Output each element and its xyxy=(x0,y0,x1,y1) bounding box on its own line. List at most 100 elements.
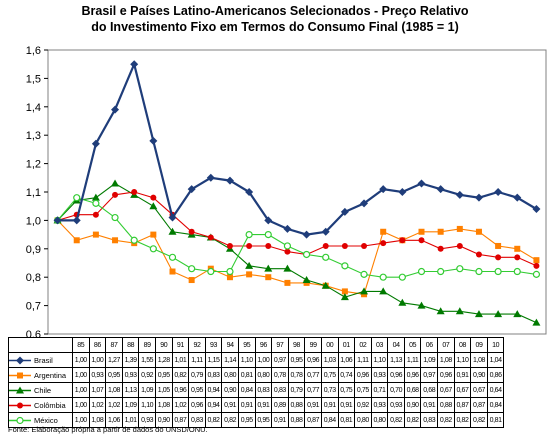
year-cell: 88 xyxy=(121,337,140,353)
data-point xyxy=(513,310,522,318)
data-point xyxy=(360,199,369,208)
value-cell: 1,10 xyxy=(370,352,389,368)
table-row: Brasil 1,00 1,00 1,27 1,39 1,55 1,28 1,01 1,11 1,… xyxy=(8,352,505,368)
value-cell: 0,90 xyxy=(221,382,239,398)
value-cell: 0,90 xyxy=(470,367,488,383)
value-cell: 0,67 xyxy=(453,382,472,398)
year-cell: 01 xyxy=(337,337,356,353)
value-cell: 1,15 xyxy=(204,352,223,368)
data-point xyxy=(437,245,444,252)
value-cell: 0,96 xyxy=(403,367,422,383)
data-point xyxy=(284,248,291,255)
year-cell: 96 xyxy=(254,337,273,353)
value-cell: 0,82 xyxy=(221,412,239,428)
value-cell: 1,04 xyxy=(486,352,505,368)
value-cell: 0,79 xyxy=(287,382,306,398)
data-point xyxy=(169,268,176,275)
legend-label: México xyxy=(34,415,58,425)
data-point xyxy=(206,173,215,182)
source-note: Fonte: Elaboração própria a partir de da… xyxy=(8,425,208,434)
data-point xyxy=(207,234,214,241)
series-méxico xyxy=(53,194,541,281)
year-cell: 99 xyxy=(304,337,322,353)
data-point xyxy=(73,237,80,244)
corner-cell xyxy=(8,337,73,353)
year-cell: 86 xyxy=(88,337,107,353)
value-cell: 1,00 xyxy=(88,352,107,368)
value-cell: 0,82 xyxy=(453,412,472,428)
year-cell: 05 xyxy=(403,337,422,353)
data-point xyxy=(302,230,311,239)
value-cell: 0,77 xyxy=(304,382,322,398)
data-point xyxy=(245,188,254,196)
value-cell: 0,73 xyxy=(320,382,339,398)
value-cell: 1,09 xyxy=(138,382,156,398)
data-point xyxy=(322,242,329,249)
value-cell: 1,11 xyxy=(403,352,422,368)
data-point xyxy=(264,264,273,272)
value-cell: 0,82 xyxy=(403,412,422,428)
data-point xyxy=(149,136,158,145)
data-point xyxy=(112,191,119,198)
data-point xyxy=(340,207,349,216)
value-cell: 0,81 xyxy=(237,367,256,383)
value-cell: 1,11 xyxy=(188,352,206,368)
value-cell: 0,67 xyxy=(470,382,488,398)
value-cell: 0,80 xyxy=(370,412,389,428)
value-cell: 0,97 xyxy=(271,352,289,368)
value-cell: 0,94 xyxy=(204,397,223,413)
value-cell: 0,96 xyxy=(387,367,405,383)
data-point xyxy=(417,179,426,188)
table-row: México 1,00 1,08 1,06 1,01 0,93 0,90 0,87 0,83 0,… xyxy=(8,412,505,428)
value-cell: 0,95 xyxy=(287,352,306,368)
data-point xyxy=(188,265,196,273)
data-point xyxy=(149,202,158,210)
table-row: Colômbia 1,00 1,02 1,02 1,09 1,10 1,08 1,02 0,96… xyxy=(8,397,505,413)
data-point xyxy=(92,231,99,238)
value-cell: 0,67 xyxy=(437,382,455,398)
series-colômbia xyxy=(54,189,540,269)
data-point xyxy=(361,242,368,249)
data-point xyxy=(72,216,81,225)
data-point xyxy=(474,310,483,318)
legend-label: Colômbia xyxy=(34,400,66,410)
data-point xyxy=(302,276,311,284)
data-point xyxy=(475,251,482,258)
data-point xyxy=(456,242,463,249)
data-point xyxy=(341,242,348,249)
value-cell: 0,80 xyxy=(221,367,239,383)
data-point xyxy=(149,245,157,253)
value-cell: 0,88 xyxy=(287,412,306,428)
legend-entry: Brasil xyxy=(8,352,73,368)
value-cell: 1,06 xyxy=(337,352,356,368)
value-cell: 0,82 xyxy=(437,412,455,428)
y-tick-label: 1,3 xyxy=(26,130,41,142)
value-cell: 1,27 xyxy=(105,352,123,368)
value-cell: 0,81 xyxy=(337,412,356,428)
data-point xyxy=(264,231,272,239)
year-cell: 92 xyxy=(188,337,206,353)
value-cell: 0,95 xyxy=(154,367,173,383)
value-cell: 0,82 xyxy=(387,412,405,428)
legend-swatch xyxy=(9,402,31,408)
value-cell: 0,91 xyxy=(271,412,289,428)
chart-title-line-2: do Investimento Fixo em Termos do Consum… xyxy=(91,20,459,34)
value-cell: 0,84 xyxy=(320,412,339,428)
data-point xyxy=(418,228,425,235)
value-cell: 1,02 xyxy=(171,397,190,413)
value-cell: 0,64 xyxy=(486,382,505,398)
value-cell: 0,78 xyxy=(287,367,306,383)
data-point xyxy=(245,231,253,239)
value-cell: 0,84 xyxy=(486,397,505,413)
value-cell: 1,10 xyxy=(237,352,256,368)
value-cell: 1,10 xyxy=(138,397,156,413)
value-cell: 1,00 xyxy=(254,352,273,368)
data-point xyxy=(513,267,521,276)
data-point xyxy=(513,193,522,202)
data-point xyxy=(131,189,138,195)
value-cell: 0,96 xyxy=(171,382,190,398)
value-cell: 0,78 xyxy=(271,367,289,383)
data-point xyxy=(532,270,541,278)
value-cell: 0,70 xyxy=(387,382,405,398)
data-point xyxy=(168,213,177,222)
